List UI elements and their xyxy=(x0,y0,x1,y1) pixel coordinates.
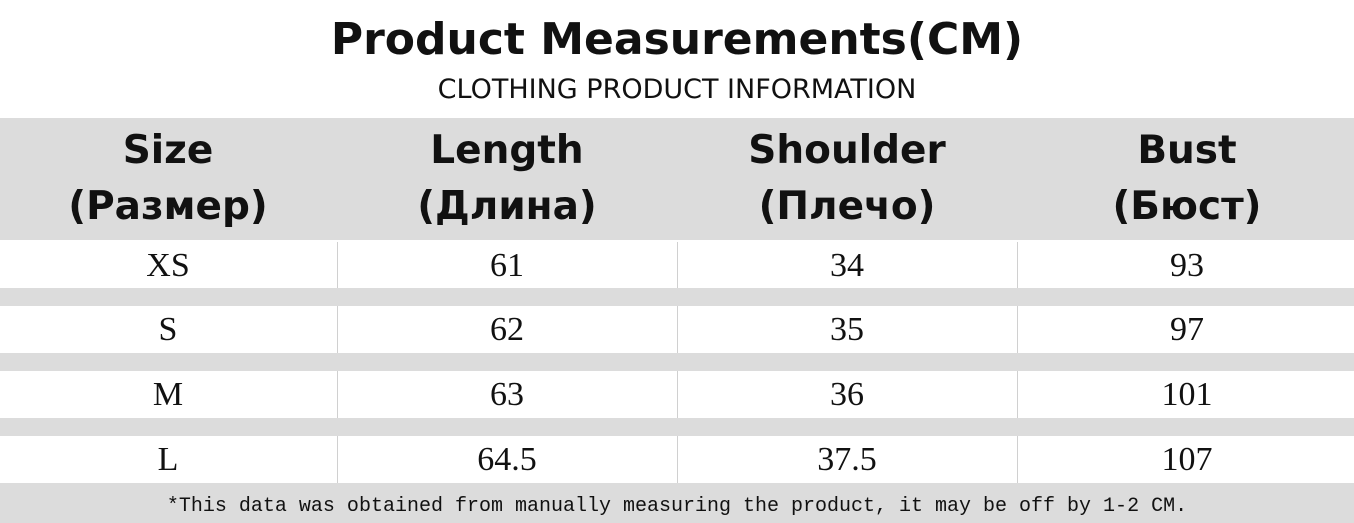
table-cell: 101 xyxy=(1161,376,1213,413)
column-header: Bust xyxy=(1137,128,1237,173)
table-cell: 63 xyxy=(490,376,524,413)
column-divider xyxy=(1017,371,1018,418)
column-header: Length xyxy=(430,128,584,173)
column-divider xyxy=(337,371,338,418)
column-header-translation: (Плечо) xyxy=(758,184,936,229)
column-divider xyxy=(337,306,338,353)
column-divider xyxy=(337,242,338,289)
table-cell: S xyxy=(158,311,178,348)
table-cell: 62 xyxy=(490,311,524,348)
row-separator xyxy=(0,418,1354,436)
header-band xyxy=(0,118,1354,240)
table-cell: 97 xyxy=(1170,311,1204,348)
table-cell: XS xyxy=(146,247,190,284)
subtitle: CLOTHING PRODUCT INFORMATION xyxy=(437,74,917,105)
table-cell: L xyxy=(157,441,179,478)
table-cell: 93 xyxy=(1170,247,1204,284)
column-header-translation: (Бюст) xyxy=(1112,184,1262,229)
column-divider xyxy=(1017,436,1018,483)
table-cell: 35 xyxy=(830,311,864,348)
table-cell: 61 xyxy=(490,247,524,284)
table-cell: 37.5 xyxy=(817,441,877,478)
row-separator xyxy=(0,353,1354,371)
column-divider xyxy=(677,371,678,418)
column-divider xyxy=(1017,242,1018,289)
column-divider xyxy=(337,436,338,483)
row-separator xyxy=(0,288,1354,306)
column-divider xyxy=(677,306,678,353)
column-header: Shoulder xyxy=(748,128,946,173)
title: Product Measurements(CM) xyxy=(330,14,1024,65)
table-cell: 107 xyxy=(1161,441,1213,478)
column-divider xyxy=(677,242,678,289)
column-header-translation: (Размер) xyxy=(68,184,268,229)
column-header-translation: (Длина) xyxy=(417,184,597,229)
table-cell: M xyxy=(152,376,184,413)
footnote: *This data was obtained from manually me… xyxy=(166,495,1188,518)
column-divider xyxy=(677,436,678,483)
column-divider xyxy=(1017,306,1018,353)
table-cell: 36 xyxy=(830,376,864,413)
table-cell: 34 xyxy=(830,247,864,284)
table-cell: 64.5 xyxy=(477,441,537,478)
footer-band xyxy=(0,483,1354,523)
column-header: Size xyxy=(122,128,214,173)
